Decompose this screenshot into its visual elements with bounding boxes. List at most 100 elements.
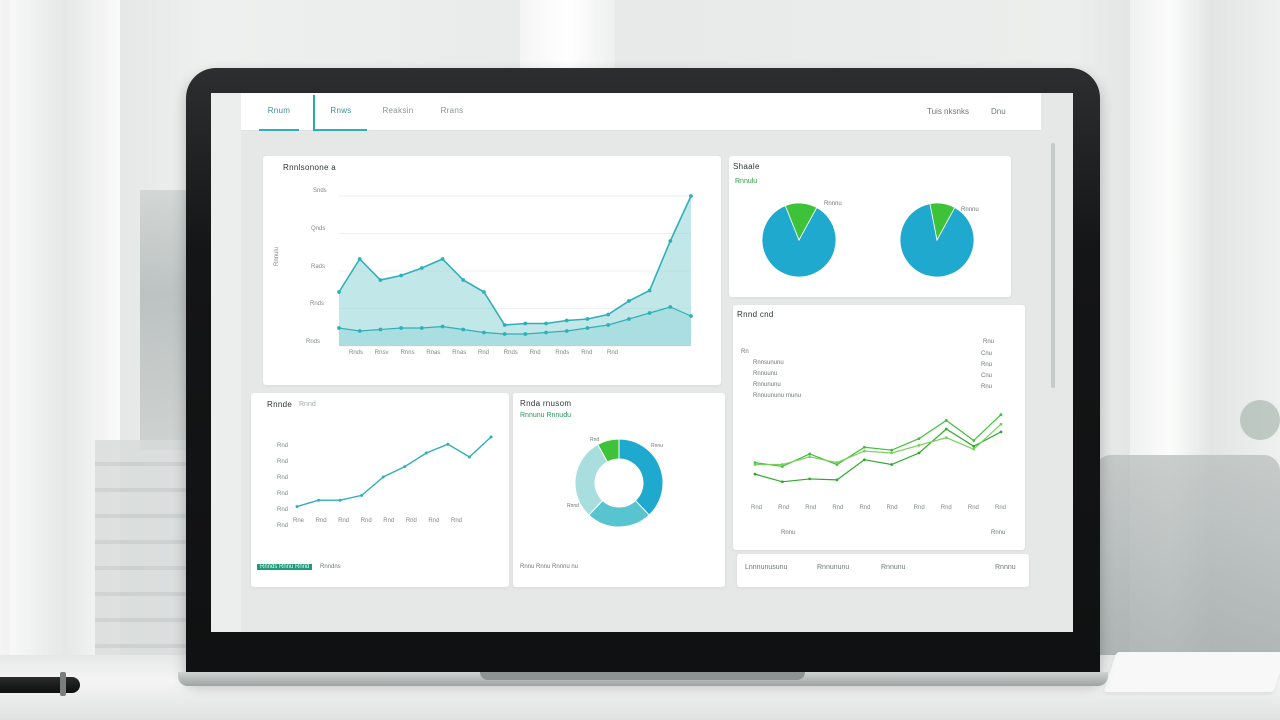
- table-row-value: Cnu: [981, 351, 993, 357]
- multi-x-tick: Rnd: [859, 505, 871, 511]
- bottom-item-right[interactable]: Rnnnu: [995, 564, 1016, 571]
- nav-right-menu[interactable]: Tuis nksnks: [927, 107, 969, 116]
- main-point-2-15: [626, 317, 631, 321]
- multi-x-tick: Rnd: [805, 505, 817, 511]
- main-point-1-8: [482, 290, 486, 294]
- multi-x-tick: Rnd: [751, 505, 763, 511]
- main-point-1-18: [689, 194, 693, 198]
- y-tick: Snds: [313, 188, 327, 194]
- multi-point-2-1: [753, 472, 757, 476]
- multi-point-2-6: [890, 463, 894, 466]
- donut-segment-4: [597, 438, 620, 463]
- main-series-line-1: [338, 195, 692, 326]
- trend-point-10: [489, 435, 493, 439]
- multi-x-tick: Rnd: [832, 505, 844, 511]
- main-area-chart: [337, 194, 693, 347]
- table-row-value: Rnu: [981, 384, 993, 390]
- main-point-2-13: [585, 326, 590, 330]
- pie-pair: [761, 202, 975, 278]
- main-point-2-2: [357, 329, 362, 333]
- pie-card-subtitle: Rnnulu: [735, 178, 758, 185]
- multi-footer-right: Rnnu: [991, 530, 1006, 536]
- main-point-1-16: [647, 288, 652, 293]
- main-point-2-6: [440, 324, 445, 329]
- scrollbar[interactable]: [1051, 143, 1055, 388]
- main-series-line-2: [338, 306, 692, 335]
- trend-footer-active[interactable]: Rnnds Rnnu Rnnd: [257, 564, 313, 570]
- main-x-tick: Rnds: [503, 350, 518, 356]
- main-x-tick: Rnd: [529, 350, 541, 356]
- donut-footer: Rnnu Rnnu Rnnnu nu: [520, 564, 579, 570]
- main-chart-title: Rnnlsonone a: [283, 163, 336, 172]
- trend-point-7: [424, 451, 428, 455]
- main-point-1-4: [399, 273, 404, 278]
- main-point-2-1: [337, 326, 341, 330]
- main-area-1: [339, 196, 691, 346]
- trend-y-tick: Rnd: [277, 491, 289, 497]
- main-point-1-11: [544, 321, 548, 326]
- multi-point-1-4: [835, 463, 839, 466]
- main-point-1-5: [419, 266, 424, 270]
- pie-card: Shaale Rnnulu Rnnnu Rnnnu: [729, 156, 1011, 297]
- table-header-left: Rn: [741, 349, 749, 355]
- main-point-1-1: [337, 290, 341, 294]
- main-x-tick: Rnd: [607, 350, 619, 356]
- tab-1[interactable]: Rnum: [259, 106, 299, 131]
- donut-label-3: Rnnd: [567, 503, 579, 509]
- main-point-2-14: [606, 323, 611, 327]
- pillar-center: [520, 0, 615, 80]
- main-point-1-17: [668, 239, 673, 243]
- main-point-1-3: [378, 278, 383, 282]
- tab-4[interactable]: Rrans: [440, 106, 464, 115]
- main-x-tick: Rnds: [349, 350, 364, 356]
- tab-2[interactable]: Rnws: [315, 106, 367, 131]
- main-chart-card: Rnnlsonone a Snds Qnds Rads Rnds Rnds Rn…: [263, 156, 721, 385]
- bottom-item-1[interactable]: Lnnnunusunu: [745, 564, 788, 571]
- tab-3[interactable]: Reaksin: [382, 106, 414, 115]
- trend-line-chart: [295, 435, 493, 509]
- donut-subtitle: Rnnunu Rnnudu: [520, 412, 571, 419]
- donut-label-2: Rnnu: [651, 443, 663, 449]
- pie-card-title: Shaale: [733, 162, 760, 171]
- main-point-2-10: [523, 332, 528, 336]
- main-point-2-11: [544, 330, 548, 335]
- nav-user[interactable]: Dnu: [991, 107, 1006, 116]
- sidebar: [211, 93, 241, 632]
- multi-point-3-6: [890, 451, 894, 455]
- trend-title: Rnnde: [267, 400, 293, 409]
- donut-label-1: Rnd: [590, 437, 600, 443]
- multi-series-line-3: [755, 423, 1002, 466]
- donut-chart: [574, 438, 664, 528]
- main-point-2-8: [482, 330, 486, 335]
- trend-x-tick: Rnd: [428, 518, 440, 524]
- main-point-2-12: [564, 329, 569, 333]
- multi-point-1-6: [890, 448, 894, 452]
- multi-series-line-2: [754, 428, 1002, 483]
- y-tick: Qnds: [311, 226, 326, 232]
- trend-x-tick: Rnd: [315, 518, 327, 524]
- pie-1-slice-1: [761, 205, 837, 278]
- trend-x-tick: Rnd: [405, 518, 417, 524]
- main-point-1-6: [440, 257, 445, 261]
- trend-x-tick: Rnd: [451, 518, 463, 524]
- table-row-label: Rnnsununu: [753, 360, 784, 366]
- main-point-1-15: [626, 299, 631, 303]
- main-x-tick: Rnd: [581, 350, 593, 356]
- multi-point-2-9: [972, 444, 976, 448]
- multi-point-3-7: [917, 443, 921, 447]
- y-tick: Rnds: [306, 339, 321, 345]
- multi-point-2-8: [944, 427, 948, 431]
- trend-y-tick: Rnd: [277, 443, 289, 449]
- bottom-bar: Lnnnunusunu Rnnununu Rnnunu Rnnnu: [737, 554, 1029, 587]
- multi-point-1-8: [944, 418, 948, 422]
- trend-point-3: [338, 498, 342, 502]
- main-area-2: [339, 307, 691, 346]
- trend-footer-label: Rnndns: [320, 564, 341, 570]
- trend-y-tick: Rnd: [277, 459, 289, 465]
- bottom-item-2[interactable]: Rnnununu: [817, 564, 850, 571]
- trend-point-9: [467, 455, 471, 459]
- multi-x-tick: Rnd: [967, 505, 979, 511]
- bottom-item-3[interactable]: Rnnunu: [881, 564, 906, 571]
- multi-point-1-7: [917, 437, 921, 440]
- pie-2-slice-2: [929, 202, 956, 242]
